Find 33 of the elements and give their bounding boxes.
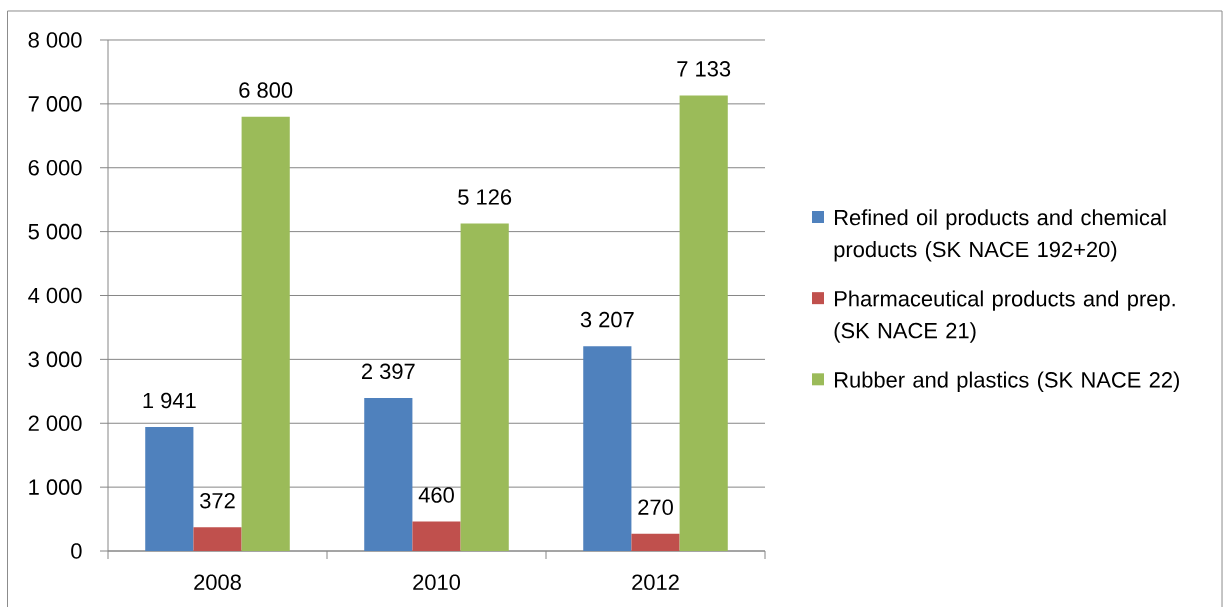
y-tick-label: 2 000 <box>28 415 82 432</box>
x-tick-label: 2010 <box>413 574 461 591</box>
bar <box>364 397 413 551</box>
y-tick-label: 6 000 <box>28 159 82 176</box>
bar <box>412 521 461 551</box>
legend-label: Refined oil products and chemical products (SK NACE 192+20) <box>834 209 1166 262</box>
data-label: 3 207 <box>580 311 634 328</box>
y-tick-label: 7 000 <box>28 96 82 112</box>
y-tick-label: 5 000 <box>28 223 82 240</box>
bar <box>679 95 728 551</box>
data-label: 372 <box>200 492 235 509</box>
y-tick-label: 4 000 <box>28 287 82 304</box>
x-tick-label: 2008 <box>194 574 241 591</box>
y-tick-label: 1 000 <box>29 479 82 495</box>
bar <box>583 346 632 551</box>
bar <box>193 527 242 551</box>
data-label: 2 397 <box>362 363 415 380</box>
bar <box>460 223 509 551</box>
legend-label: Rubber and plastics (SK NACE 22) <box>835 371 1179 392</box>
y-tick-label: 8 000 <box>28 32 82 48</box>
data-label: 460 <box>418 487 454 503</box>
bar <box>241 116 290 551</box>
data-label: 5 126 <box>458 189 512 205</box>
bar <box>631 533 680 551</box>
y-tick-label: 0 <box>71 543 82 559</box>
x-tick-label: 2012 <box>632 574 679 591</box>
bar <box>145 427 194 551</box>
legend-label: Pharmaceutical products and prep. (SK NACE 21) <box>834 290 1175 343</box>
data-label: 1 941 <box>143 392 196 409</box>
y-tick-label: 3 000 <box>28 351 82 368</box>
data-label: 6 800 <box>239 82 293 98</box>
data-label: 7 133 <box>677 61 731 77</box>
data-label: 270 <box>638 499 673 515</box>
